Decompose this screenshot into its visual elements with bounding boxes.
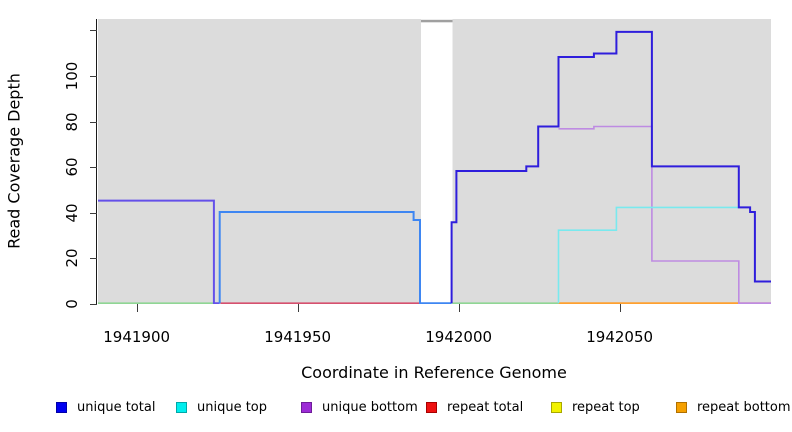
y-tick-label: 80: [63, 112, 81, 132]
legend-label: repeat top: [572, 399, 640, 415]
legend-swatch-icon: [301, 401, 312, 413]
legend-item-repeat-bottom: repeat bottom: [676, 398, 791, 416]
legend-swatch-icon: [176, 401, 187, 413]
y-tick-mark: [90, 212, 97, 214]
coverage-step-chart: [98, 19, 771, 304]
plot-panel: [98, 19, 771, 304]
legend-label: unique bottom: [322, 399, 418, 415]
x-tick-label: 1942000: [425, 328, 493, 346]
x-axis-title: Coordinate in Reference Genome: [301, 363, 567, 382]
masked-region-top-cap: [420, 19, 453, 23]
legend-item-repeat-total: repeat total: [426, 398, 523, 416]
x-tick-label: 1941950: [264, 328, 332, 346]
y-tick-mark: [90, 167, 97, 169]
y-tick-label: 0: [63, 299, 81, 309]
legend-item-unique-bottom: unique bottom: [301, 398, 418, 416]
unique-total-mid-line: [218, 211, 452, 304]
x-tick-label: 1941900: [103, 328, 171, 346]
unique-total-left-line: [98, 199, 220, 304]
unique-bottom-line: [558, 125, 771, 304]
y-tick-mark: [90, 30, 97, 32]
unique-top-line: [557, 206, 739, 304]
x-tick-mark: [136, 304, 138, 312]
x-tick-mark: [619, 304, 621, 312]
y-tick-mark: [90, 304, 97, 305]
y-tick-label: 40: [63, 203, 81, 223]
legend-swatch-icon: [56, 401, 67, 413]
legend-item-unique-top: unique top: [176, 398, 267, 416]
y-tick-mark: [90, 121, 97, 123]
unique-total-right-line: [450, 30, 771, 304]
x-tick-label: 1942050: [586, 328, 654, 346]
y-axis-title: Read Coverage Depth: [4, 73, 24, 249]
y-tick-label: 20: [63, 248, 81, 268]
y-tick-label: 60: [63, 157, 81, 177]
legend-label: unique top: [197, 399, 268, 415]
x-tick-mark: [458, 304, 460, 312]
legend-item-unique-total: unique total: [56, 398, 155, 416]
y-tick-mark: [90, 76, 97, 77]
masked-region-band: [420, 19, 453, 304]
x-tick-mark: [297, 304, 299, 312]
legend-swatch-icon: [676, 401, 687, 413]
y-axis-line: [96, 19, 97, 305]
legend-label: repeat total: [447, 399, 524, 415]
y-tick-mark: [90, 258, 97, 260]
legend-swatch-icon: [426, 401, 437, 413]
legend-label: unique total: [77, 399, 156, 415]
legend-item-repeat-top: repeat top: [551, 398, 640, 416]
legend-label: repeat bottom: [697, 399, 791, 415]
y-tick-label: 100: [63, 61, 81, 91]
legend: unique total unique top unique bottom repea…: [0, 398, 792, 420]
legend-swatch-icon: [551, 401, 562, 413]
